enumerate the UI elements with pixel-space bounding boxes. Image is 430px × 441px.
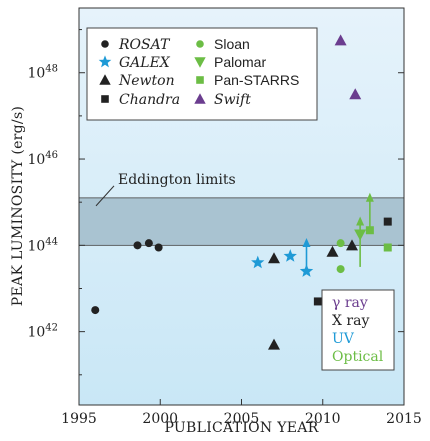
point-panstarrs-1 [383, 243, 392, 252]
legend-label-swift: Swift [214, 92, 251, 108]
point-rosat-3 [154, 243, 163, 252]
range-arrow-head-2 [365, 192, 374, 202]
x-tick-label-1995: 1995 [61, 411, 97, 427]
legend-label-chandra: Chandra [119, 92, 180, 108]
legend-marker-galex [98, 55, 112, 68]
point-galex-2 [299, 264, 314, 277]
x-tick-label-2000: 2000 [142, 411, 178, 427]
eddington-band [78, 197, 405, 246]
point-palomar-0 [354, 229, 367, 241]
point-rosat-0 [91, 306, 100, 315]
x-tick-label-2005: 2005 [224, 411, 260, 427]
y-axis-label: PEAK LUMINOSITY (erg/s) [10, 106, 26, 306]
legend-label-sloan: Sloan [214, 36, 250, 52]
legend-marker-swift [194, 93, 206, 104]
point-chandra-1 [383, 217, 392, 226]
point-sloan-0 [336, 239, 345, 248]
point-panstarrs-0 [365, 226, 374, 235]
eddington-label: Eddington limits [118, 172, 236, 188]
legend-marker-rosat [101, 40, 109, 48]
legend-marker-chandra [101, 95, 109, 103]
legend-marker-palomar [194, 57, 206, 68]
x-tick-label-2015: 2015 [386, 411, 422, 427]
y-tick-label-46: 1046 [27, 150, 58, 168]
point-rosat-1 [133, 241, 142, 250]
band-legend-item-0: γ ray [332, 295, 368, 311]
y-tick-label-48: 1048 [27, 64, 58, 82]
band-legend-item-1: X ray [332, 313, 369, 329]
y-tick-label-44: 1044 [27, 236, 58, 254]
point-galex-1 [283, 249, 297, 262]
legend-label-newton: Newton [118, 73, 175, 89]
point-newton-2 [326, 245, 339, 257]
band-legend-item-2: UV [332, 331, 355, 347]
point-chandra-0 [313, 297, 322, 306]
point-newton-0 [268, 252, 280, 264]
point-newton-1 [268, 338, 280, 350]
point-sloan-1 [336, 265, 345, 274]
x-axis-label: PUBLICATION YEAR [164, 420, 318, 436]
point-swift-1 [349, 88, 362, 100]
point-rosat-2 [144, 239, 153, 248]
band-legend-item-3: Optical [332, 349, 384, 365]
y-tick-label-42: 1042 [27, 323, 58, 341]
point-newton-3 [346, 239, 358, 251]
legend-label-palomar: Palomar [214, 54, 266, 70]
range-arrow-head-1 [356, 216, 365, 226]
legend-marker-panstarrs [196, 76, 204, 84]
legend-label-panstarrs: Pan-STARRS [214, 72, 299, 88]
legend-marker-newton [99, 74, 111, 85]
legend-marker-sloan [196, 40, 204, 48]
eddington-pointer [95, 185, 115, 207]
point-galex-0 [251, 255, 265, 269]
x-tick-label-2010: 2010 [305, 411, 341, 427]
point-swift-0 [334, 34, 347, 46]
legend-label-rosat: ROSAT [118, 37, 171, 53]
legend-label-galex: GALEX [119, 55, 171, 71]
range-arrow-head-0 [302, 238, 311, 248]
band-legend-box [321, 289, 395, 371]
